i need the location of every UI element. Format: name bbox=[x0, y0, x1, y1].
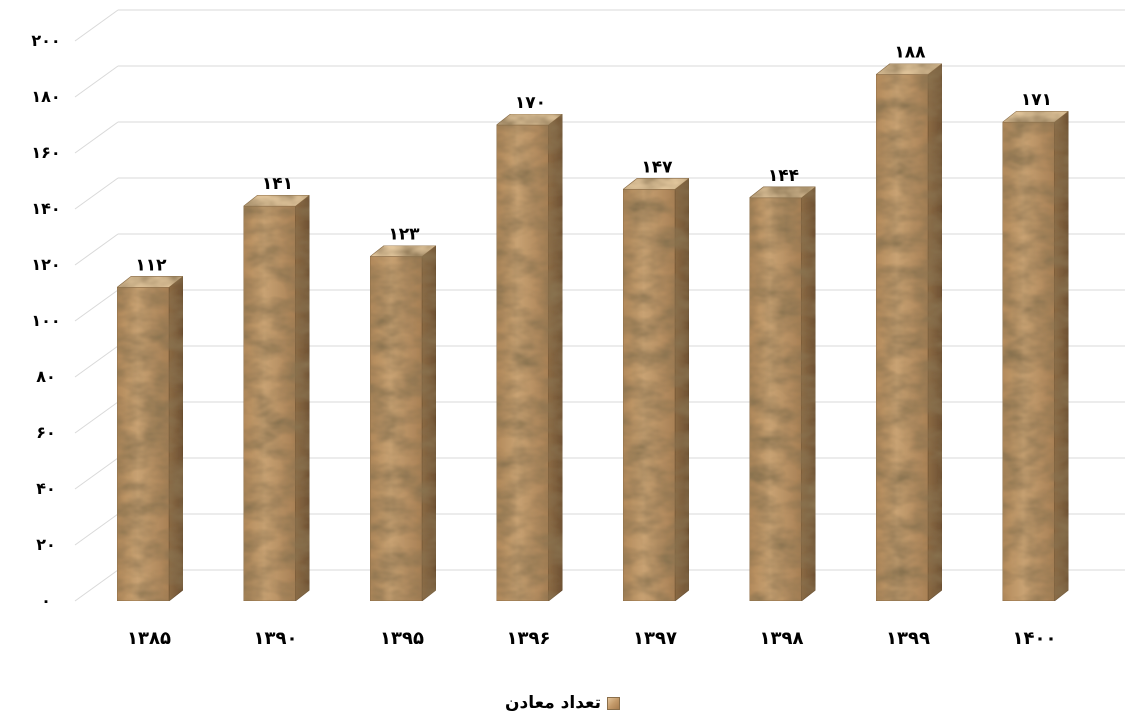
bar: ۱۴۱ ۱۳۹۰ bbox=[242, 174, 311, 649]
data-label: ۱۲۳ bbox=[388, 225, 420, 245]
bar: ۱۸۸ ۱۳۹۹ bbox=[875, 43, 943, 649]
bar: ۱۲۳ ۱۳۹۵ bbox=[369, 225, 437, 649]
bar-side bbox=[1054, 110, 1069, 602]
bar-side bbox=[421, 244, 437, 602]
bar: ۱۴۷ ۱۳۹۷ bbox=[622, 157, 690, 649]
bar-top bbox=[622, 178, 690, 190]
bar-front bbox=[749, 197, 802, 602]
bar-front bbox=[369, 256, 423, 602]
y-tick-label: ۱۰۰ bbox=[31, 311, 60, 330]
bar-top bbox=[242, 194, 311, 207]
bar-side bbox=[674, 177, 690, 602]
gridline-diagonal bbox=[74, 513, 119, 546]
x-tick-label: ۱۳۸۵ bbox=[127, 628, 171, 649]
gridline-diagonal bbox=[74, 569, 119, 602]
y-tick-label: ۶۰ bbox=[36, 423, 56, 442]
data-label: ۱۴۱ bbox=[262, 174, 293, 194]
y-tick-label: ۲۰۰ bbox=[31, 31, 60, 50]
x-tick-label: ۱۳۹۹ bbox=[886, 628, 930, 649]
bar: ۱۴۴ ۱۳۹۸ bbox=[748, 166, 817, 649]
data-label: ۱۴۴ bbox=[768, 166, 799, 186]
bar-top bbox=[495, 113, 564, 126]
gridline-diagonal bbox=[74, 401, 119, 434]
y-tick-label: ۸۰ bbox=[36, 367, 56, 386]
y-tick-label: ۱۲۰ bbox=[31, 255, 60, 274]
bar-front bbox=[622, 189, 676, 602]
bar-side bbox=[295, 194, 310, 602]
gridline-diagonal bbox=[74, 121, 119, 154]
gridline-diagonal bbox=[74, 289, 119, 322]
x-tick-label: ۱۴۰۰ bbox=[1013, 628, 1057, 649]
gridline-diagonal bbox=[74, 345, 119, 378]
bar-front bbox=[496, 124, 549, 602]
bar-front bbox=[243, 205, 296, 602]
y-tick-label: ۱۶۰ bbox=[31, 143, 60, 162]
bar-side bbox=[801, 186, 816, 602]
data-label: ۱۸۸ bbox=[894, 43, 926, 63]
bar: ۱۷۰ ۱۳۹۶ bbox=[495, 93, 564, 649]
legend: تعداد معادن bbox=[0, 693, 1125, 713]
gridline-diagonal bbox=[74, 233, 119, 266]
data-label: ۱۴۷ bbox=[641, 157, 673, 177]
bar-top bbox=[369, 245, 437, 257]
legend-label: تعداد معادن bbox=[505, 693, 602, 713]
y-tick-label: ۴۰ bbox=[36, 479, 56, 498]
bar-front bbox=[875, 74, 929, 602]
bar-top bbox=[748, 186, 817, 199]
bar: ۱۱۲ ۱۳۸۵ bbox=[116, 255, 184, 649]
y-tick-label: ۰ bbox=[41, 591, 51, 610]
bars: ۱۱۲ ۱۳۸۵ ۱۴۱ ۱۳۹۰ ۱۲۳ ۱۳۹۵ ۱۷۰ ۱۳۹۶ ۱۴۷ ۱۳۹۷ ۱۴۴ ۱۳… bbox=[116, 43, 1070, 649]
bar-top bbox=[116, 276, 184, 288]
data-label: ۱۷۱ bbox=[1021, 90, 1052, 110]
gridline-diagonal bbox=[74, 9, 119, 42]
x-tick-label: ۱۳۹۷ bbox=[633, 628, 677, 649]
gridline-diagonal bbox=[74, 177, 119, 210]
bar-chart: ۰ ۲۰ ۴۰ ۶۰ ۸۰ ۱۰۰ ۱۲۰ ۱۴۰ ۱۶۰ ۱۸۰ ۲۰۰ ۱۱۲ ۱۳۸۵ ۱۴۱ ۱۳۹… bbox=[31, 9, 1125, 649]
y-tick-label: ۱۴۰ bbox=[31, 199, 60, 218]
y-tick-label: ۲۰ bbox=[36, 535, 56, 554]
data-label: ۱۷۰ bbox=[515, 93, 546, 113]
data-label: ۱۱۲ bbox=[135, 255, 167, 275]
bar-top bbox=[875, 63, 943, 75]
bar-side bbox=[168, 275, 184, 602]
bar-side bbox=[927, 62, 943, 602]
gridline-diagonal bbox=[74, 65, 119, 98]
x-tick-label: ۱۳۹۰ bbox=[254, 628, 298, 649]
x-tick-label: ۱۳۹۶ bbox=[507, 628, 551, 649]
gridline-diagonal bbox=[74, 457, 119, 490]
bar-front bbox=[1002, 121, 1055, 602]
y-tick-label: ۱۸۰ bbox=[31, 87, 60, 106]
bar-front bbox=[116, 287, 170, 602]
bar-top bbox=[1001, 110, 1070, 123]
x-tick-label: ۱۳۹۸ bbox=[760, 628, 804, 649]
x-tick-label: ۱۳۹۵ bbox=[380, 628, 424, 649]
bar: ۱۷۱ ۱۴۰۰ bbox=[1001, 90, 1070, 649]
gridlines: ۰ ۲۰ ۴۰ ۶۰ ۸۰ ۱۰۰ ۱۲۰ ۱۴۰ ۱۶۰ ۱۸۰ ۲۰۰ bbox=[31, 9, 1125, 610]
legend-swatch-icon bbox=[607, 696, 621, 710]
bar-side bbox=[548, 113, 563, 602]
